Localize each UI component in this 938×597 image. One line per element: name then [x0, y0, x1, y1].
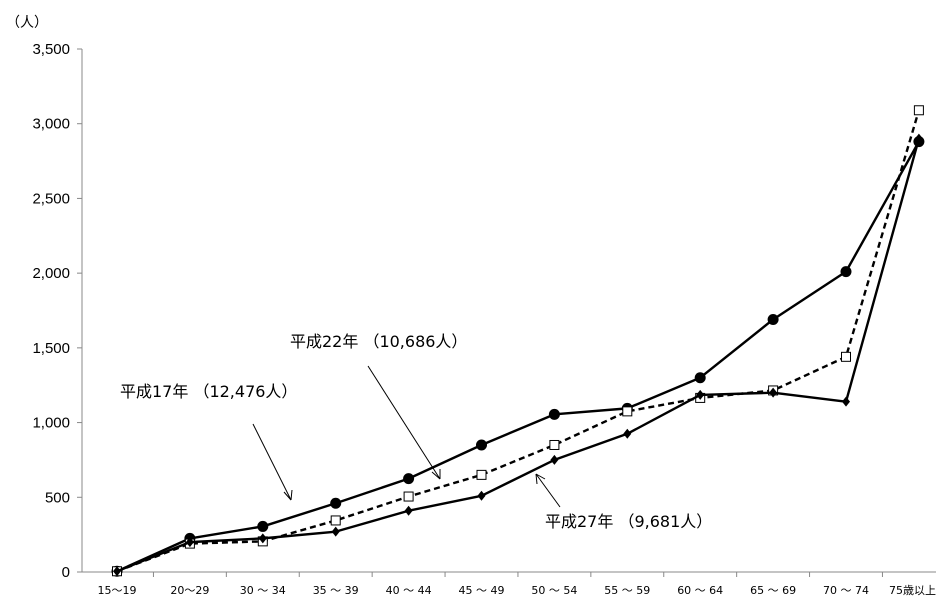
data-point-square — [841, 351, 851, 362]
data-point-circle — [840, 266, 852, 278]
data-point-diamond — [842, 396, 850, 407]
x-tick-label: 65 〜 69 — [750, 584, 796, 597]
data-point-diamond — [185, 537, 194, 548]
x-axis-ticks: 15〜19 20〜29 30 〜 34 35 〜 39 40 〜 44 45 〜 49 50… — [98, 572, 936, 597]
data-point-diamond — [258, 533, 267, 544]
annotation-arrow-h27 — [535, 473, 561, 508]
series-0 — [111, 136, 925, 577]
data-point-square — [403, 491, 414, 502]
x-tick-label: 40 〜 44 — [386, 584, 432, 597]
data-point-diamond — [696, 389, 705, 400]
data-point-diamond — [113, 566, 121, 577]
y-axis-ticks: 0 500 1,000 1,500 2,000 2,500 3,000 3,500 — [32, 41, 82, 581]
series-group — [111, 105, 925, 577]
data-point-circle — [403, 473, 415, 485]
y-tick-label: 500 — [45, 489, 70, 506]
data-point-diamond — [331, 526, 340, 537]
data-point-circle — [694, 372, 706, 384]
y-tick-label: 1,500 — [32, 340, 70, 357]
x-tick-label: 75歳以上 — [889, 584, 936, 597]
y-tick-label: 3,000 — [32, 116, 70, 133]
data-point-square — [622, 406, 633, 417]
data-point-circle — [476, 439, 487, 451]
data-point-diamond — [550, 454, 559, 465]
y-tick-label: 3,500 — [32, 41, 70, 58]
y-unit-label: （人） — [6, 15, 48, 31]
x-tick-label: 55 〜 59 — [604, 584, 650, 597]
annotation-label-h17: 平成17年 （12,476人） — [120, 382, 297, 401]
data-point-diamond — [477, 490, 486, 501]
annotation-arrowhead-h27 — [535, 473, 546, 485]
x-tick-label: 20〜29 — [170, 584, 209, 597]
y-tick-label: 1,000 — [32, 415, 70, 432]
x-tick-label: 30 〜 34 — [240, 584, 286, 597]
data-point-diamond — [623, 428, 632, 439]
data-point-circle — [548, 408, 560, 420]
data-point-diamond — [404, 505, 413, 516]
annotation-label-h22: 平成22年 （10,686人） — [290, 332, 467, 351]
x-tick-label: 45 〜 49 — [459, 584, 505, 597]
annotation-arrow-h22 — [367, 365, 441, 480]
data-point-diamond — [914, 133, 923, 144]
annotation-arrow-h17 — [252, 423, 292, 501]
data-point-square — [476, 469, 487, 480]
annotation-label-h27: 平成27年 （9,681人） — [545, 512, 712, 531]
data-point-circle — [330, 497, 342, 509]
x-tick-label: 15〜19 — [98, 584, 137, 597]
y-tick-label: 0 — [62, 564, 70, 581]
y-tick-label: 2,000 — [32, 265, 70, 282]
annotation-arrowhead-h17 — [283, 489, 293, 501]
series-line — [116, 138, 921, 573]
data-point-square — [913, 105, 924, 116]
y-tick-label: 2,500 — [32, 190, 70, 207]
series-line — [116, 141, 920, 573]
data-point-square — [549, 439, 560, 450]
data-point-diamond — [769, 387, 778, 398]
x-tick-label: 70 〜 74 — [823, 584, 869, 597]
data-point-square — [330, 515, 341, 526]
annotation-arrowhead-h22 — [431, 469, 441, 480]
x-tick-label: 50 〜 54 — [531, 584, 577, 597]
series-2 — [113, 133, 923, 577]
data-point-circle — [257, 520, 269, 532]
series-1 — [112, 105, 924, 577]
x-tick-label: 60 〜 64 — [677, 584, 723, 597]
x-tick-label: 35 〜 39 — [313, 584, 359, 597]
series-line — [116, 109, 921, 573]
data-point-circle — [767, 313, 779, 325]
